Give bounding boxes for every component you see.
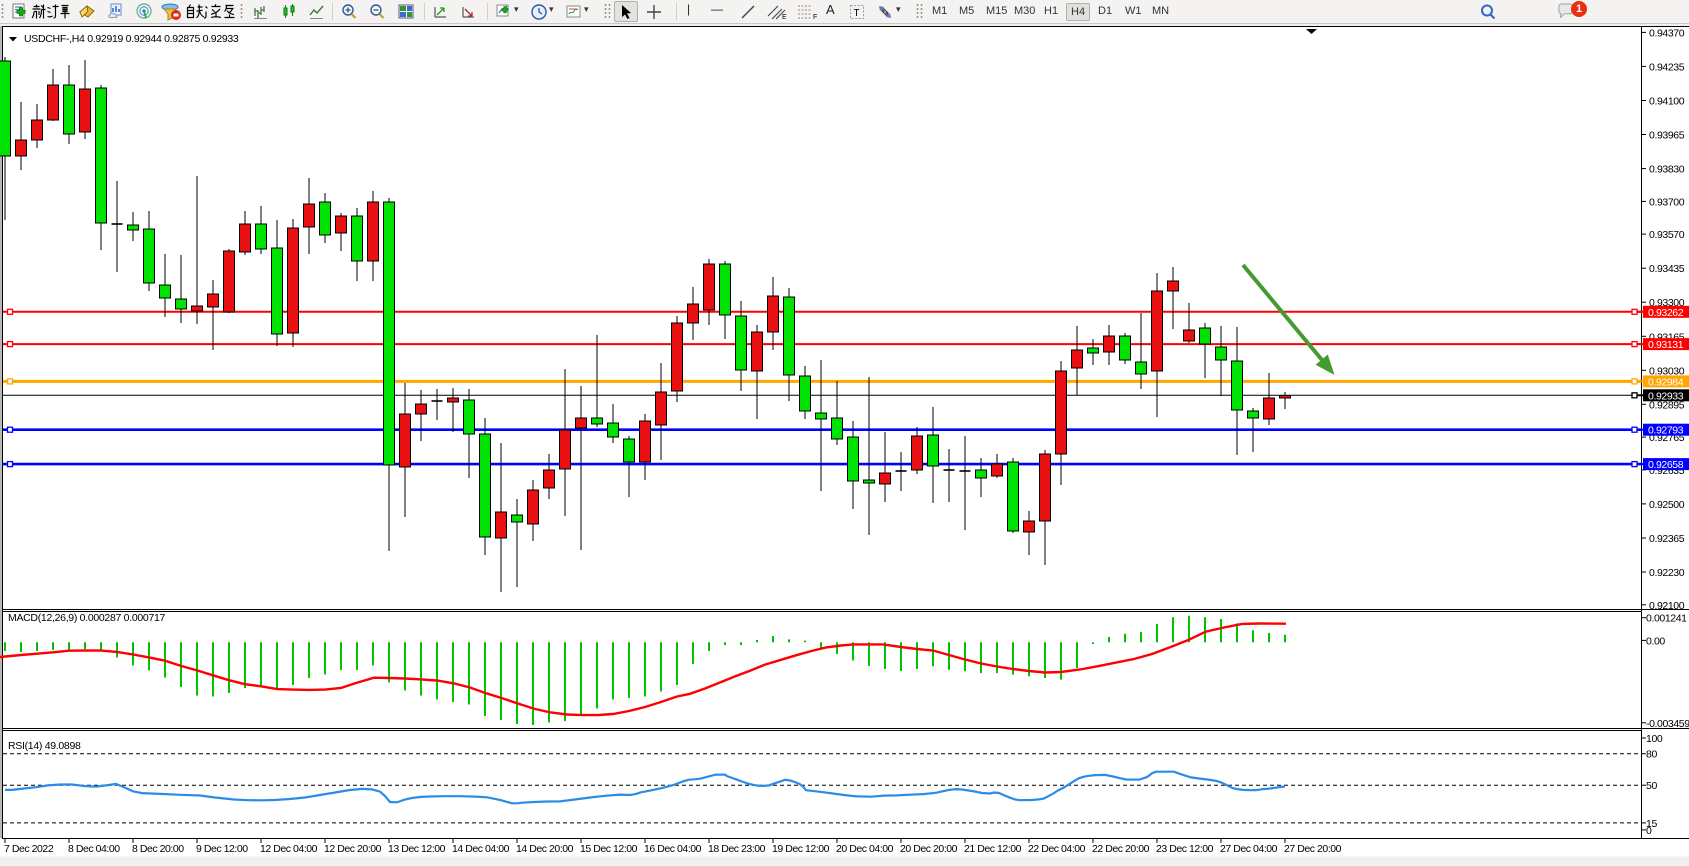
svg-text:0.00: 0.00	[1646, 635, 1665, 647]
svg-text:0.93570: 0.93570	[1649, 229, 1685, 241]
svg-text:15: 15	[1646, 818, 1657, 830]
svg-text:8 Dec 20:00: 8 Dec 20:00	[132, 843, 184, 855]
svg-text:0.93262: 0.93262	[1648, 307, 1684, 319]
svg-text:9 Dec 12:00: 9 Dec 12:00	[196, 843, 248, 855]
svg-text:20 Dec 20:00: 20 Dec 20:00	[900, 843, 958, 855]
svg-text:0.92500: 0.92500	[1649, 499, 1685, 511]
svg-text:13 Dec 12:00: 13 Dec 12:00	[388, 843, 446, 855]
svg-text:F: F	[813, 14, 817, 21]
svg-text:50: 50	[1646, 780, 1657, 792]
svg-text:0: 0	[1646, 825, 1652, 837]
svg-text:23 Dec 12:00: 23 Dec 12:00	[1156, 843, 1214, 855]
svg-text:22 Dec 04:00: 22 Dec 04:00	[1028, 843, 1086, 855]
svg-text:0.94370: 0.94370	[1649, 27, 1685, 39]
svg-text:16 Dec 04:00: 16 Dec 04:00	[644, 843, 702, 855]
svg-text:RSI(14) 49.0898: RSI(14) 49.0898	[8, 740, 81, 752]
svg-text:0.92933: 0.92933	[1648, 390, 1684, 402]
svg-text:0.92895: 0.92895	[1649, 399, 1685, 411]
svg-text:12 Dec 04:00: 12 Dec 04:00	[260, 843, 318, 855]
svg-text:27 Dec 04:00: 27 Dec 04:00	[1220, 843, 1278, 855]
svg-text:22 Dec 20:00: 22 Dec 20:00	[1092, 843, 1150, 855]
svg-text:0.94235: 0.94235	[1649, 61, 1685, 73]
svg-text:14 Dec 20:00: 14 Dec 20:00	[516, 843, 574, 855]
svg-text:0.92100: 0.92100	[1649, 600, 1685, 612]
svg-text:0.001241: 0.001241	[1646, 613, 1687, 625]
svg-text:0.93830: 0.93830	[1649, 164, 1685, 176]
svg-text:18 Dec 23:00: 18 Dec 23:00	[708, 843, 766, 855]
svg-text:20 Dec 04:00: 20 Dec 04:00	[836, 843, 894, 855]
svg-text:12 Dec 20:00: 12 Dec 20:00	[324, 843, 382, 855]
svg-text:0.92984: 0.92984	[1648, 376, 1684, 388]
svg-text:0.92230: 0.92230	[1649, 567, 1685, 579]
svg-text:0.92658: 0.92658	[1648, 459, 1684, 471]
svg-text:0.92793: 0.92793	[1648, 425, 1684, 437]
svg-text:100: 100	[1646, 733, 1663, 745]
svg-text:7 Dec 2022: 7 Dec 2022	[4, 843, 54, 855]
svg-text:0.93965: 0.93965	[1649, 130, 1685, 142]
svg-text:0.94100: 0.94100	[1649, 96, 1685, 108]
svg-text:8 Dec 04:00: 8 Dec 04:00	[68, 843, 120, 855]
svg-text:0.93435: 0.93435	[1649, 263, 1685, 275]
svg-text:T: T	[854, 8, 860, 19]
svg-text:MACD(12,26,9) 0.000287 0.00071: MACD(12,26,9) 0.000287 0.000717	[8, 612, 166, 624]
svg-text:E: E	[782, 14, 787, 21]
svg-text:0.92365: 0.92365	[1649, 533, 1685, 545]
svg-text:19 Dec 12:00: 19 Dec 12:00	[772, 843, 830, 855]
svg-text:27 Dec 20:00: 27 Dec 20:00	[1284, 843, 1342, 855]
svg-text:14 Dec 04:00: 14 Dec 04:00	[452, 843, 510, 855]
svg-text:0.93700: 0.93700	[1649, 196, 1685, 208]
svg-text:80: 80	[1646, 749, 1657, 761]
svg-text:USDCHF-,H4 0.92919 0.92944 0.: USDCHF-,H4 0.92919 0.92944 0.92875 0.929…	[24, 33, 239, 45]
svg-text:0.93131: 0.93131	[1648, 339, 1684, 351]
svg-text:21 Dec 12:00: 21 Dec 12:00	[964, 843, 1022, 855]
svg-text:-0.003459: -0.003459	[1646, 718, 1689, 730]
svg-text:0.93030: 0.93030	[1649, 365, 1685, 377]
svg-text:15 Dec 12:00: 15 Dec 12:00	[580, 843, 638, 855]
